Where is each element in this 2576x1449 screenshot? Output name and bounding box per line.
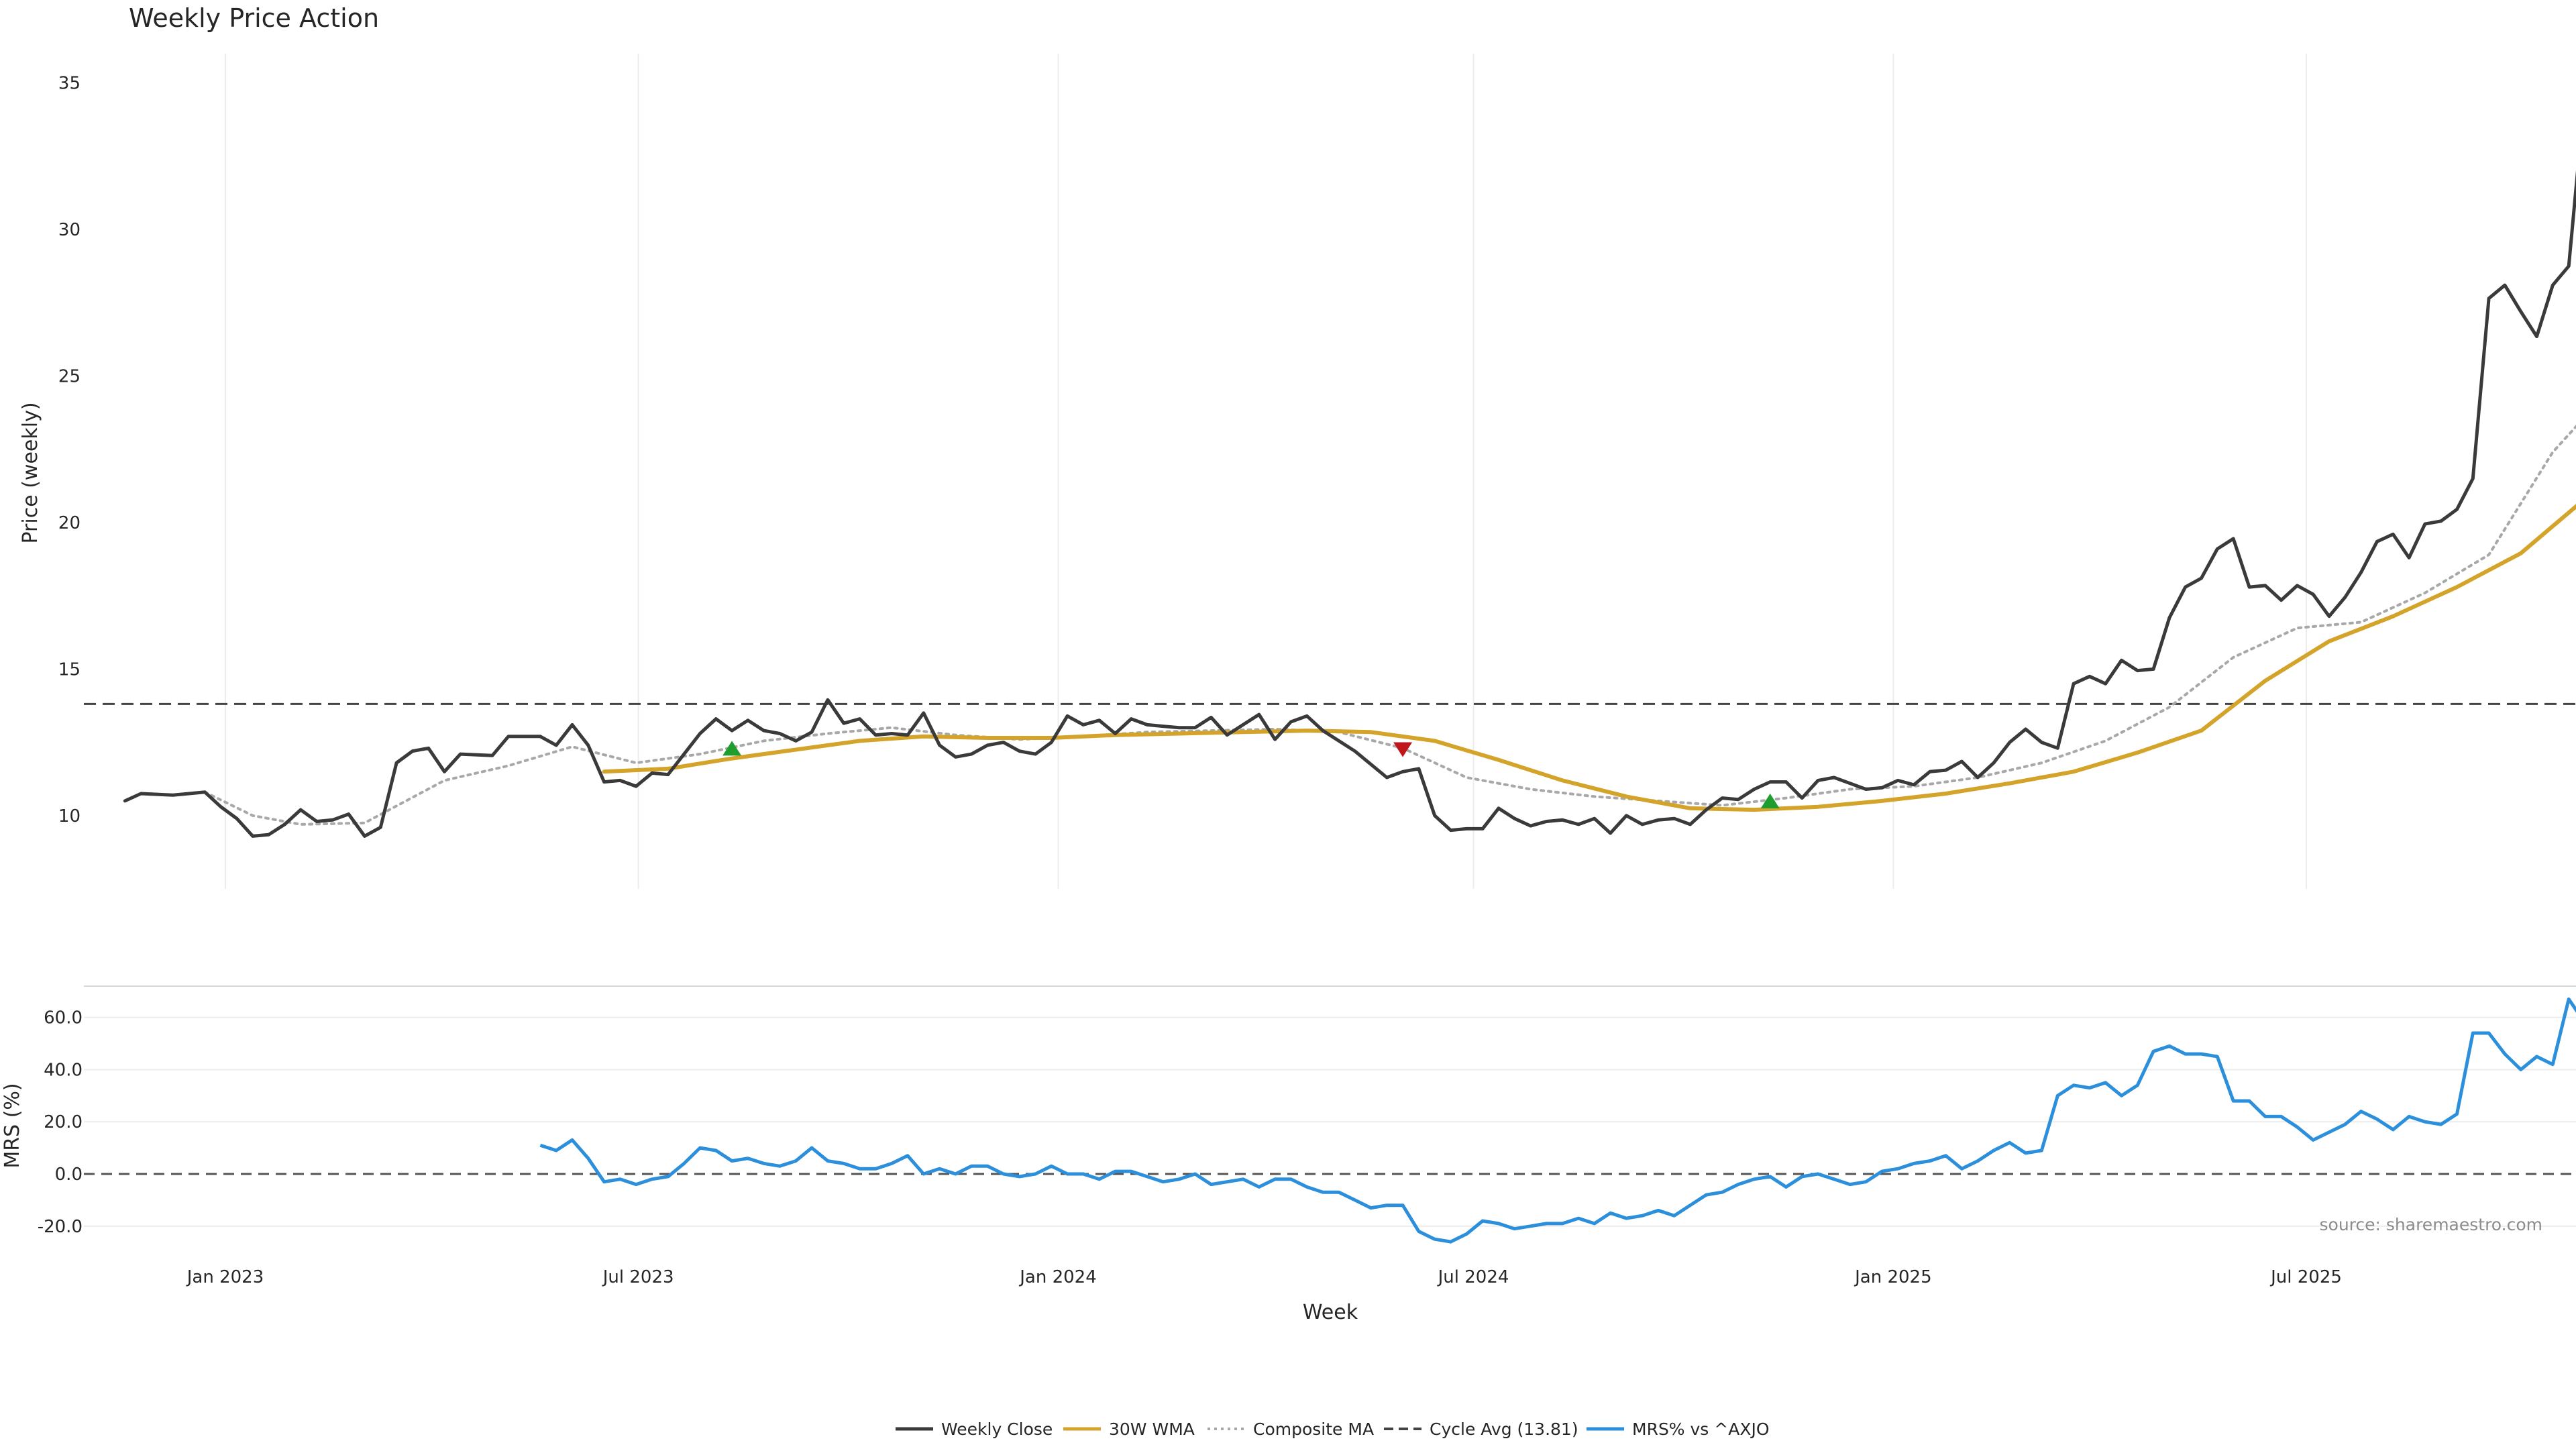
legend-label-composite: Composite MA (1253, 1419, 1374, 1439)
xtick-label: Jul 2023 (602, 1267, 674, 1287)
wma-series-line (602, 504, 2576, 812)
mrs-ytick-label: 20.0 (44, 1112, 83, 1132)
price-y-axis-title: Price (weekly) (19, 402, 42, 543)
xtick-label: Jan 2025 (1854, 1267, 1932, 1287)
xtick-label: Jul 2024 (1437, 1267, 1509, 1287)
mrs-ytick-label: 40.0 (44, 1060, 83, 1080)
mrs-ytick-label: -20.0 (38, 1217, 83, 1237)
legend-label-cycle: Cycle Avg (13.81) (1430, 1419, 1578, 1439)
source-label: source: sharemaestro.com (2320, 1215, 2543, 1234)
legend: Weekly Close 30W WMA Composite MA Cycle Avg… (896, 1419, 1770, 1439)
price-ytick-label: 20 (58, 513, 80, 533)
buy-signal-marker (722, 741, 742, 756)
chart-title: Weekly Price Action (129, 3, 379, 33)
x-axis-title: Week (1303, 1301, 1358, 1324)
xtick-label: Jan 2023 (186, 1267, 264, 1287)
mrs-series-line (539, 997, 2576, 1244)
legend-label-close: Weekly Close (941, 1419, 1053, 1439)
mrs-ytick-label: 0.0 (55, 1165, 83, 1185)
price-ytick-label: 30 (58, 220, 80, 240)
price-ytick-label: 35 (58, 74, 80, 94)
mrs-y-axis-title: MRS (%) (1, 1083, 24, 1168)
price-ytick-label: 10 (58, 806, 80, 826)
xtick-label: Jan 2024 (1018, 1267, 1097, 1287)
legend-label-mrs: MRS% vs ^AXJO (1632, 1419, 1770, 1439)
close-series-line (123, 170, 2576, 838)
composite-series-line (203, 424, 2576, 826)
sell-signal-marker (1393, 742, 1413, 757)
legend-label-wma: 30W WMA (1109, 1419, 1195, 1439)
mrs-ytick-label: 60.0 (44, 1008, 83, 1028)
xtick-label: Jul 2025 (2269, 1267, 2342, 1287)
buy-signal-marker (1760, 793, 1780, 808)
price-ytick-label: 15 (58, 659, 80, 680)
mrs-panel: 60.0 40.0 20.0 0.0 -20.0 MRS (%) Jan 2023 Jul 2… (1, 985, 2576, 1324)
price-ytick-label: 25 (58, 367, 80, 387)
price-panel: 10 15 20 25 30 35 Price (weekly) (19, 54, 2576, 889)
